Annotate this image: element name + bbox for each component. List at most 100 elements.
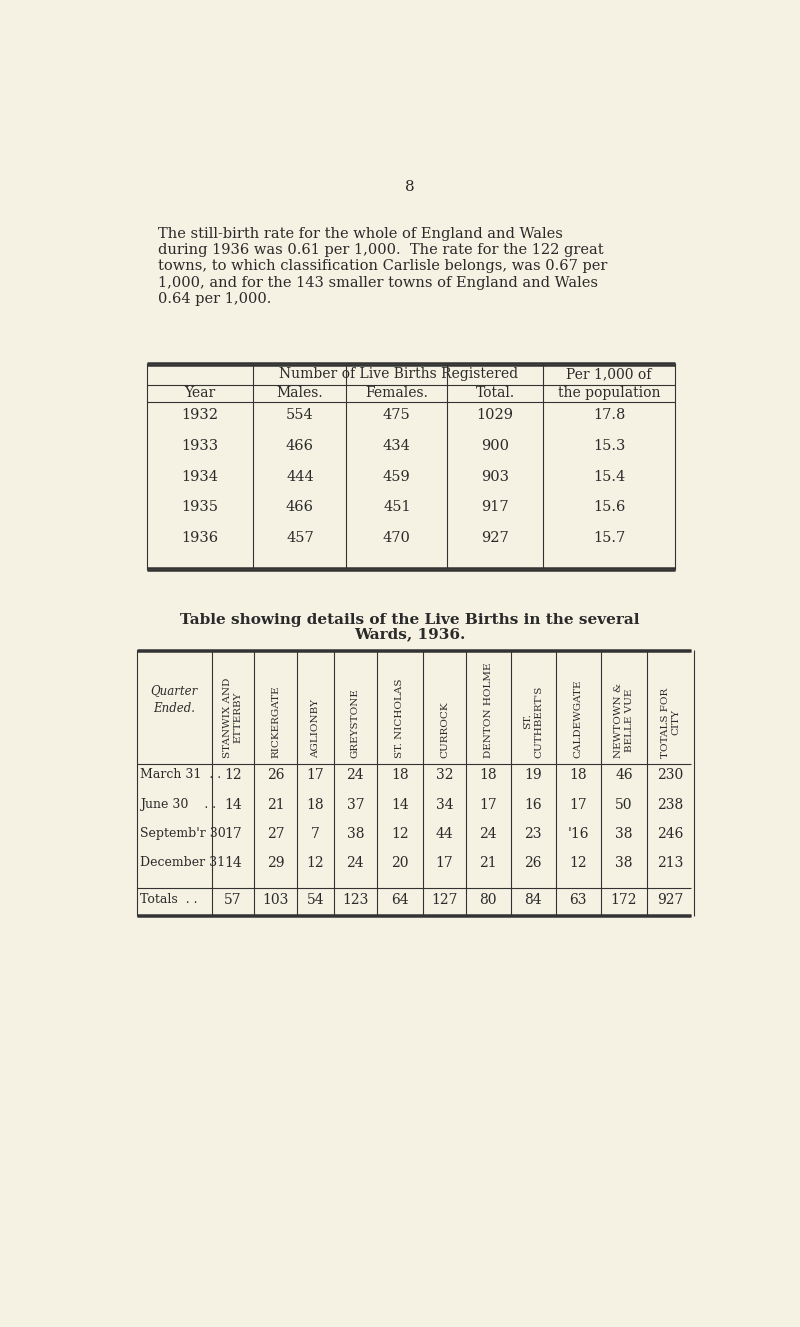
Text: RICKERGATE: RICKERGATE bbox=[271, 685, 280, 758]
Text: 38: 38 bbox=[346, 827, 364, 841]
Text: 927: 927 bbox=[482, 531, 509, 545]
Text: 21: 21 bbox=[266, 798, 284, 812]
Text: 21: 21 bbox=[479, 856, 497, 871]
Text: 17.8: 17.8 bbox=[593, 407, 626, 422]
Text: CURROCK: CURROCK bbox=[440, 701, 449, 758]
Text: Quarter
Ended.: Quarter Ended. bbox=[150, 685, 198, 715]
Text: AGLIONBY: AGLIONBY bbox=[311, 698, 320, 758]
Text: 434: 434 bbox=[383, 439, 410, 453]
Text: 1935: 1935 bbox=[182, 500, 218, 515]
Text: 1,000, and for the 143 smaller towns of England and Wales: 1,000, and for the 143 smaller towns of … bbox=[158, 276, 598, 289]
Text: 38: 38 bbox=[615, 827, 633, 841]
Text: 26: 26 bbox=[266, 768, 284, 783]
Text: Total.: Total. bbox=[476, 386, 515, 401]
Text: ST.
CUTHBERT'S: ST. CUTHBERT'S bbox=[523, 685, 543, 758]
Text: 17: 17 bbox=[479, 798, 497, 812]
Text: '16: '16 bbox=[567, 827, 589, 841]
Text: Females.: Females. bbox=[366, 386, 428, 401]
Text: 84: 84 bbox=[525, 893, 542, 908]
Text: 238: 238 bbox=[658, 798, 683, 812]
Text: 103: 103 bbox=[262, 893, 289, 908]
Text: Totals  . .: Totals . . bbox=[140, 893, 198, 906]
Text: 123: 123 bbox=[342, 893, 369, 908]
Text: 127: 127 bbox=[431, 893, 458, 908]
Text: 54: 54 bbox=[306, 893, 324, 908]
Text: 26: 26 bbox=[525, 856, 542, 871]
Text: June 30    . .: June 30 . . bbox=[140, 798, 217, 811]
Text: 20: 20 bbox=[391, 856, 409, 871]
Text: 554: 554 bbox=[286, 407, 314, 422]
Text: ST. NICHOLAS: ST. NICHOLAS bbox=[395, 678, 405, 758]
Text: 27: 27 bbox=[266, 827, 284, 841]
Text: 18: 18 bbox=[570, 768, 587, 783]
Text: The still-birth rate for the whole of England and Wales: The still-birth rate for the whole of En… bbox=[158, 227, 563, 242]
Text: 451: 451 bbox=[383, 500, 410, 515]
Text: STANWIX AND
ETTERBY: STANWIX AND ETTERBY bbox=[223, 677, 242, 758]
Text: towns, to which classification Carlisle belongs, was 0.67 per: towns, to which classification Carlisle … bbox=[158, 259, 607, 273]
Text: 37: 37 bbox=[346, 798, 364, 812]
Text: 15.7: 15.7 bbox=[593, 531, 626, 545]
Text: 1932: 1932 bbox=[182, 407, 218, 422]
Text: 24: 24 bbox=[346, 768, 364, 783]
Text: 63: 63 bbox=[570, 893, 587, 908]
Text: 18: 18 bbox=[391, 768, 409, 783]
Text: 0.64 per 1,000.: 0.64 per 1,000. bbox=[158, 292, 271, 305]
Text: 17: 17 bbox=[436, 856, 454, 871]
Text: 23: 23 bbox=[525, 827, 542, 841]
Text: 12: 12 bbox=[224, 768, 242, 783]
Text: 466: 466 bbox=[286, 439, 314, 453]
Text: 19: 19 bbox=[525, 768, 542, 783]
Text: 903: 903 bbox=[482, 470, 510, 483]
Text: 213: 213 bbox=[658, 856, 683, 871]
Text: 17: 17 bbox=[224, 827, 242, 841]
Text: Number of Live Births Registered: Number of Live Births Registered bbox=[279, 368, 518, 381]
Text: 46: 46 bbox=[615, 768, 633, 783]
Text: 1936: 1936 bbox=[182, 531, 218, 545]
Text: 172: 172 bbox=[610, 893, 637, 908]
Text: 29: 29 bbox=[266, 856, 284, 871]
Text: 14: 14 bbox=[391, 798, 409, 812]
Text: 230: 230 bbox=[658, 768, 683, 783]
Text: 470: 470 bbox=[383, 531, 410, 545]
Text: 1933: 1933 bbox=[182, 439, 218, 453]
Text: TOTALS FOR
CITY: TOTALS FOR CITY bbox=[661, 687, 680, 758]
Text: March 31  . .: March 31 . . bbox=[140, 768, 222, 782]
Text: 466: 466 bbox=[286, 500, 314, 515]
Text: 44: 44 bbox=[436, 827, 454, 841]
Text: 14: 14 bbox=[224, 856, 242, 871]
Text: 17: 17 bbox=[306, 768, 324, 783]
Text: Table showing details of the Live Births in the several: Table showing details of the Live Births… bbox=[180, 613, 640, 626]
Text: 17: 17 bbox=[570, 798, 587, 812]
Text: Per 1,000 of
the population: Per 1,000 of the population bbox=[558, 368, 661, 399]
Text: 900: 900 bbox=[482, 439, 510, 453]
Text: 457: 457 bbox=[286, 531, 314, 545]
Text: 8: 8 bbox=[405, 180, 415, 194]
Text: GREYSTONE: GREYSTONE bbox=[351, 687, 360, 758]
Text: Wards, 1936.: Wards, 1936. bbox=[354, 628, 466, 641]
Text: 15.4: 15.4 bbox=[593, 470, 626, 483]
Text: 50: 50 bbox=[615, 798, 633, 812]
Text: 12: 12 bbox=[570, 856, 587, 871]
Text: 24: 24 bbox=[479, 827, 497, 841]
Text: 57: 57 bbox=[224, 893, 242, 908]
Text: CALDEWGATE: CALDEWGATE bbox=[574, 679, 582, 758]
Text: 15.3: 15.3 bbox=[593, 439, 626, 453]
Text: 459: 459 bbox=[383, 470, 410, 483]
Text: 12: 12 bbox=[391, 827, 409, 841]
Text: DENTON HOLME: DENTON HOLME bbox=[484, 662, 493, 758]
Text: December 31: December 31 bbox=[140, 856, 226, 869]
Text: 64: 64 bbox=[391, 893, 409, 908]
Text: 1934: 1934 bbox=[182, 470, 218, 483]
Text: 18: 18 bbox=[306, 798, 324, 812]
Text: 18: 18 bbox=[479, 768, 497, 783]
Text: 24: 24 bbox=[346, 856, 364, 871]
Text: 7: 7 bbox=[311, 827, 320, 841]
Text: 1029: 1029 bbox=[477, 407, 514, 422]
Text: Septemb'r 30: Septemb'r 30 bbox=[140, 827, 226, 840]
Text: Males.: Males. bbox=[277, 386, 323, 401]
Text: 32: 32 bbox=[436, 768, 454, 783]
Text: 444: 444 bbox=[286, 470, 314, 483]
Text: 38: 38 bbox=[615, 856, 633, 871]
Text: 475: 475 bbox=[383, 407, 410, 422]
Text: 34: 34 bbox=[436, 798, 454, 812]
